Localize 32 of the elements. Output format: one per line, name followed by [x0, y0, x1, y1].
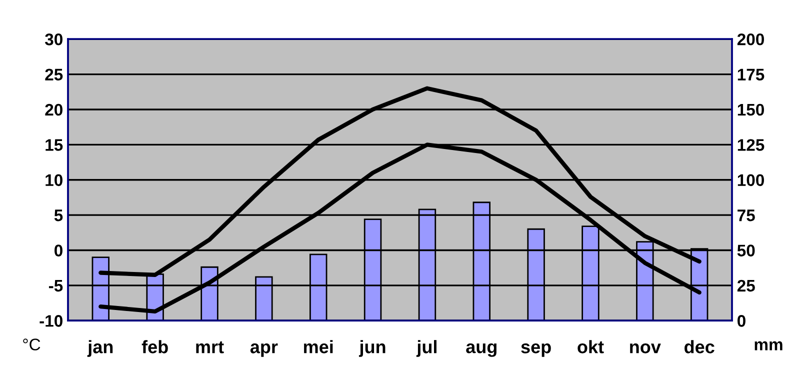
x-tick-label: mei	[304, 340, 333, 354]
x-tick-label: okt	[578, 340, 604, 354]
y-tick-label: -10	[40, 315, 62, 327]
x-tick-label: mrt	[196, 341, 224, 354]
y2-tick-label: 50	[737, 244, 755, 256]
y2-tick-label: 175	[738, 68, 764, 80]
y2-tick-label: 0	[738, 315, 746, 327]
x-tick-label: jul	[416, 340, 436, 357]
y-tick-label: 0	[54, 244, 62, 256]
y-tick-label: 25	[45, 68, 63, 80]
y-tick-label: 15	[46, 139, 63, 151]
x-tick-label: apr	[250, 343, 278, 357]
y2-tick-label: 150	[738, 104, 764, 116]
y-tick-label: 30	[44, 34, 62, 46]
y-tick-label: 20	[45, 104, 62, 116]
x-tick-label: jan	[87, 340, 113, 357]
y-tick-label: -5	[48, 280, 63, 292]
y-axis-title: °C	[23, 338, 40, 350]
x-tick-label: jun	[358, 340, 386, 357]
y2-tick-label: 200	[737, 34, 764, 46]
x-tick-label: nov	[630, 343, 661, 354]
y2-tick-label: 25	[737, 280, 755, 292]
y-tick-label: 10	[46, 174, 62, 186]
x-tick-label: feb	[142, 340, 168, 354]
x-tick-label: sep	[521, 343, 551, 357]
y2-tick-label: 125	[738, 139, 764, 151]
x-tick-label: dec	[684, 340, 714, 354]
y2-tick-label: 100	[738, 174, 764, 186]
x-tick-label: aug	[466, 343, 496, 357]
y-tick-label: 5	[54, 210, 63, 222]
y2-axis-title: mm	[754, 341, 782, 350]
y2-tick-label: 75	[738, 210, 755, 222]
